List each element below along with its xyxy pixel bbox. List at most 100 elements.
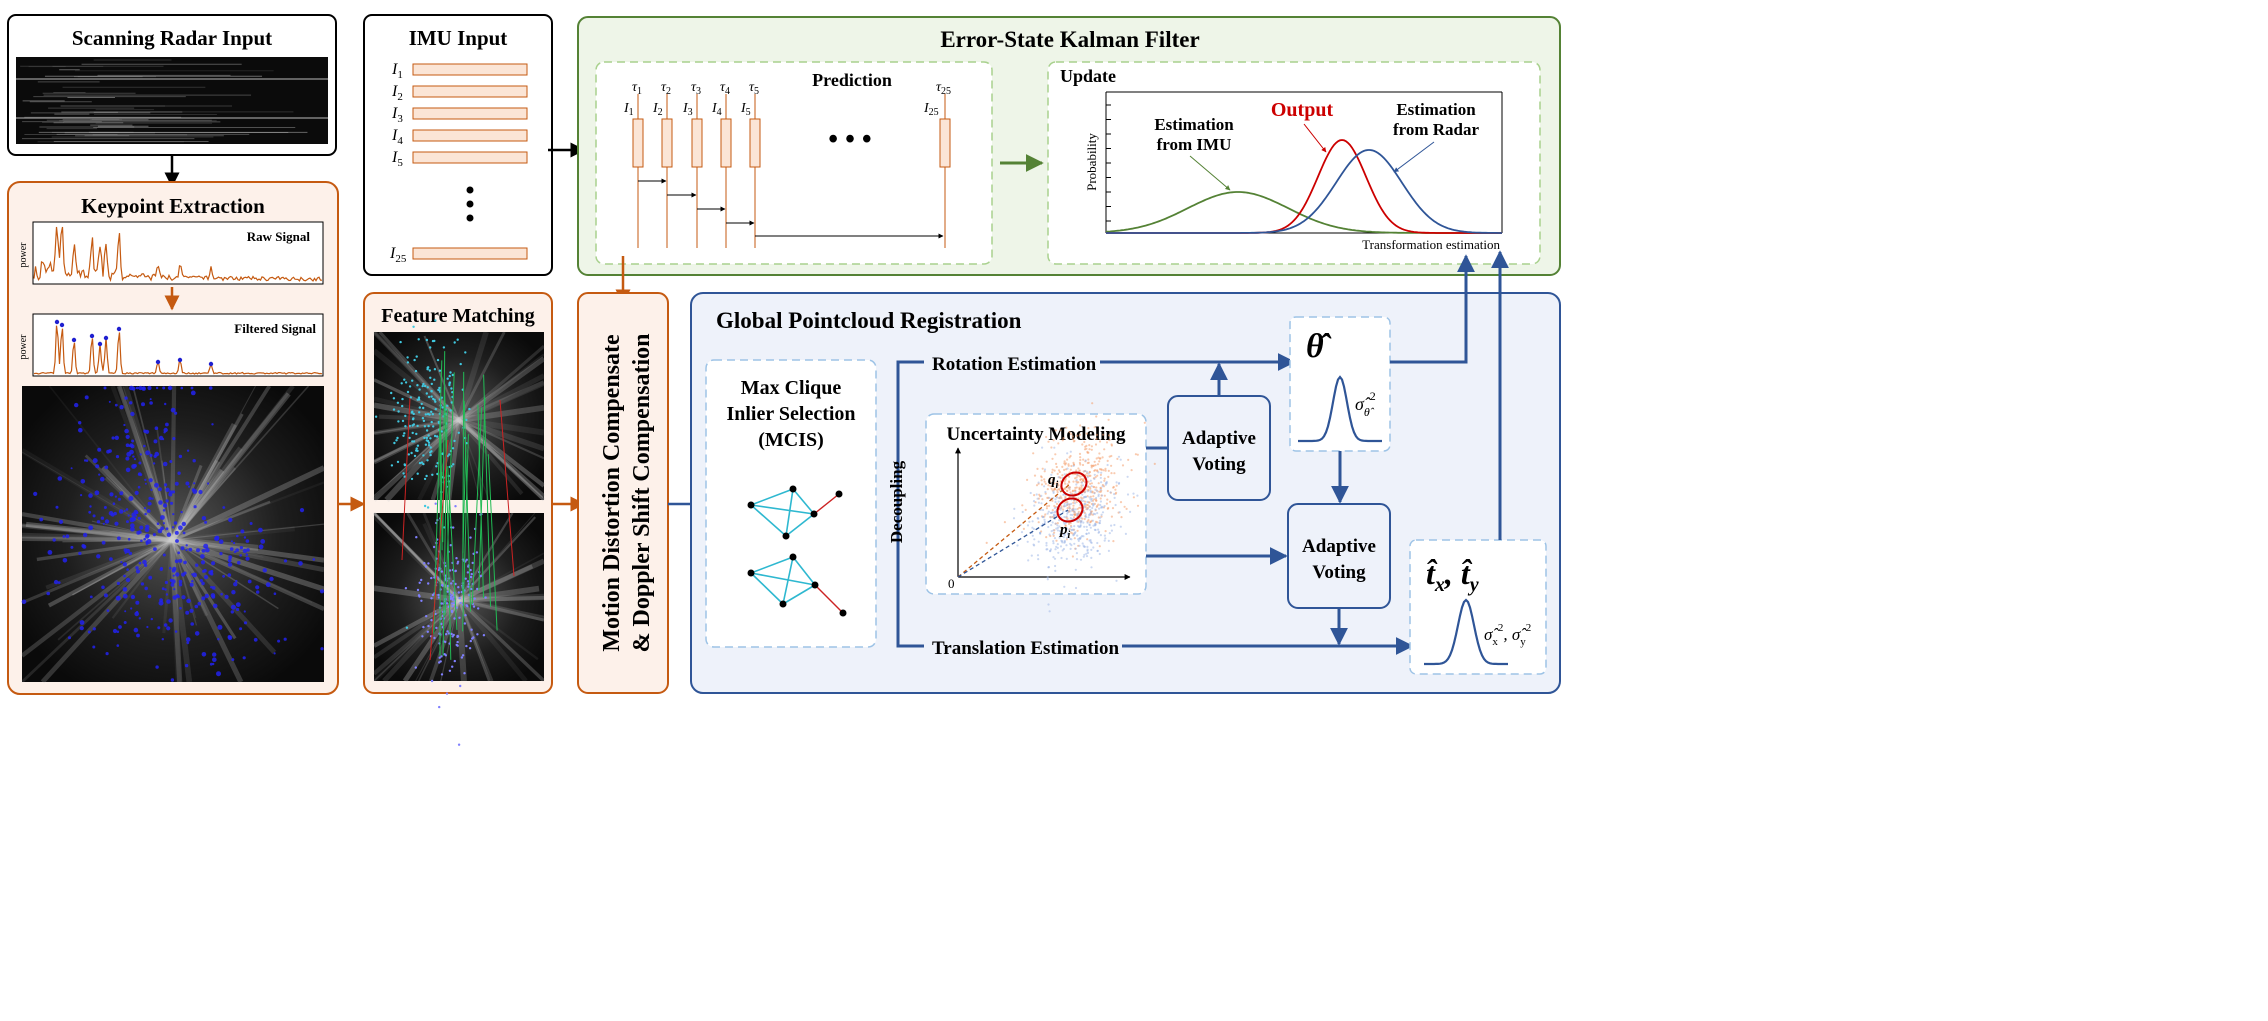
keypoint bbox=[164, 588, 167, 591]
p-sample bbox=[1084, 495, 1087, 498]
keypoint bbox=[200, 560, 206, 565]
radar-ray bbox=[132, 385, 173, 541]
keypoint bbox=[230, 610, 234, 614]
keypoint bbox=[82, 544, 87, 549]
q-sample bbox=[1088, 470, 1091, 474]
keypoint bbox=[183, 560, 187, 565]
keypoint bbox=[163, 623, 168, 627]
keypoint bbox=[125, 456, 130, 461]
pred-imu-block bbox=[749, 118, 761, 168]
match-point bbox=[423, 477, 427, 481]
keypoint bbox=[160, 515, 165, 520]
keypoint-extraction-panel: Keypoint Extraction Raw Signal power Fil… bbox=[7, 181, 339, 695]
match-point bbox=[471, 637, 474, 640]
keypoint bbox=[116, 630, 120, 633]
q-sample bbox=[1076, 434, 1079, 437]
keypoint bbox=[145, 542, 149, 545]
keypoint bbox=[130, 411, 135, 417]
keypoint bbox=[207, 482, 210, 485]
keypoint bbox=[169, 460, 173, 463]
q-sample bbox=[1051, 468, 1054, 471]
keypoint bbox=[193, 505, 197, 509]
q-sample bbox=[1055, 502, 1059, 505]
keypoint bbox=[85, 459, 89, 462]
match-point bbox=[457, 586, 460, 589]
match-point bbox=[473, 597, 476, 600]
match-point bbox=[407, 453, 410, 456]
match-point bbox=[454, 569, 457, 573]
match-point bbox=[440, 570, 443, 573]
p-sample bbox=[1113, 496, 1116, 499]
keypoint bbox=[201, 652, 207, 657]
q-sample bbox=[1107, 469, 1110, 472]
p-sample bbox=[1049, 516, 1052, 519]
match-point bbox=[476, 633, 479, 636]
theta-distribution-curve bbox=[1298, 375, 1382, 443]
q-sample bbox=[1076, 507, 1079, 511]
match-point bbox=[416, 444, 420, 447]
clique-edge bbox=[785, 513, 815, 537]
p-sample bbox=[1073, 542, 1076, 545]
keypoint bbox=[211, 561, 216, 566]
keypoint bbox=[192, 572, 198, 578]
p-sample bbox=[1074, 490, 1077, 493]
keypoint bbox=[184, 663, 189, 668]
radar-ray bbox=[456, 599, 467, 682]
match-point bbox=[395, 439, 398, 442]
keypoint bbox=[228, 517, 233, 523]
match-point bbox=[448, 453, 451, 456]
graph-node bbox=[779, 600, 787, 608]
keypoint bbox=[178, 558, 183, 563]
p-sample bbox=[1126, 475, 1129, 478]
q-sample bbox=[1069, 468, 1072, 471]
keypoint bbox=[114, 521, 119, 526]
keypoint bbox=[21, 599, 27, 605]
keypoint bbox=[57, 581, 61, 584]
match-point bbox=[374, 415, 378, 418]
match-point bbox=[399, 340, 402, 344]
p-sample bbox=[1031, 526, 1034, 529]
keypoint bbox=[189, 608, 194, 613]
p-sample bbox=[1065, 515, 1068, 518]
radar-ray bbox=[372, 418, 461, 502]
keypoint bbox=[227, 562, 233, 567]
radar-ray bbox=[21, 535, 173, 542]
match-point bbox=[416, 588, 420, 592]
keypoint bbox=[139, 525, 144, 530]
p-sample bbox=[1054, 514, 1058, 517]
radar-ray bbox=[171, 539, 264, 558]
match-point bbox=[475, 551, 479, 554]
keypoint bbox=[209, 662, 213, 666]
q-sample bbox=[1127, 458, 1130, 461]
q-sample bbox=[1036, 467, 1039, 470]
q-covariance-ellipse bbox=[1060, 471, 1088, 497]
q-sample bbox=[1110, 443, 1113, 446]
keypoint bbox=[162, 461, 168, 467]
radar-ray bbox=[458, 595, 545, 603]
radar-ray bbox=[171, 537, 325, 592]
keypoint bbox=[239, 554, 242, 557]
keypoint bbox=[149, 453, 153, 457]
prediction-box bbox=[595, 61, 993, 265]
p-sample bbox=[1059, 545, 1063, 548]
keypoint bbox=[78, 421, 82, 425]
q-sample bbox=[1088, 448, 1091, 451]
match-point bbox=[428, 369, 431, 372]
p-sample bbox=[1136, 494, 1139, 497]
match-point bbox=[469, 536, 472, 539]
keypoint bbox=[134, 514, 138, 517]
q-sample bbox=[1045, 435, 1048, 439]
keypoint bbox=[119, 405, 124, 410]
p-sample bbox=[1052, 540, 1055, 543]
radar-ray bbox=[110, 385, 175, 541]
keypoint bbox=[165, 527, 169, 531]
p-sample bbox=[1068, 486, 1071, 489]
keypoint bbox=[240, 529, 245, 534]
match-point bbox=[451, 598, 454, 601]
p-sample bbox=[1097, 471, 1100, 474]
match-point bbox=[450, 387, 453, 390]
keypoint bbox=[143, 444, 146, 448]
match-point bbox=[445, 602, 449, 605]
p-sample bbox=[1078, 544, 1081, 547]
keypoint bbox=[231, 658, 235, 662]
